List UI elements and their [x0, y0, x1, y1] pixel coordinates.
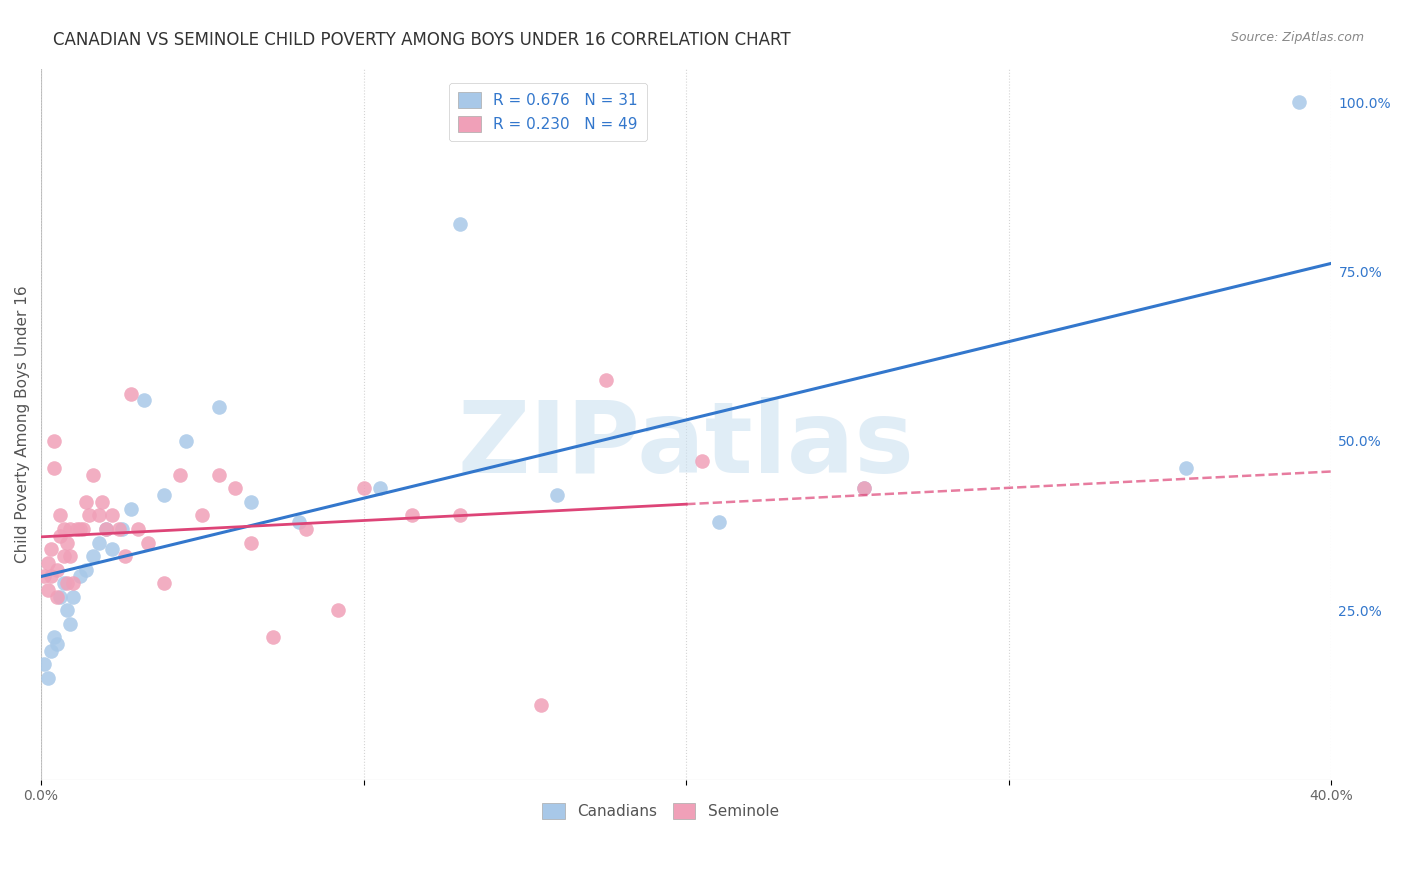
Point	[42, 461, 65, 475]
Point	[449, 217, 471, 231]
Point	[56, 535, 79, 549]
Point	[72, 522, 94, 536]
Point	[111, 522, 134, 536]
Point	[39, 644, 62, 658]
Point	[294, 522, 316, 536]
Point	[595, 373, 617, 387]
Text: CANADIAN VS SEMINOLE CHILD POVERTY AMONG BOYS UNDER 16 CORRELATION CHART: CANADIAN VS SEMINOLE CHILD POVERTY AMONG…	[53, 31, 792, 49]
Point	[52, 576, 75, 591]
Y-axis label: Child Poverty Among Boys Under 16: Child Poverty Among Boys Under 16	[15, 285, 30, 563]
Point	[42, 631, 65, 645]
Point	[1288, 95, 1310, 110]
Point	[39, 569, 62, 583]
Point	[37, 671, 59, 685]
Point	[353, 482, 375, 496]
Text: Source: ZipAtlas.com: Source: ZipAtlas.com	[1230, 31, 1364, 45]
Point	[49, 590, 72, 604]
Point	[59, 616, 82, 631]
Point	[262, 631, 284, 645]
Point	[101, 508, 124, 523]
Point	[94, 522, 117, 536]
Point	[75, 495, 97, 509]
Point	[69, 569, 91, 583]
Point	[79, 508, 101, 523]
Point	[56, 603, 79, 617]
Point	[89, 508, 111, 523]
Point	[34, 569, 56, 583]
Point	[224, 482, 246, 496]
Point	[42, 434, 65, 448]
Point	[75, 563, 97, 577]
Point	[82, 467, 104, 482]
Point	[127, 522, 149, 536]
Point	[56, 576, 79, 591]
Point	[59, 522, 82, 536]
Point	[65, 522, 87, 536]
Point	[207, 400, 229, 414]
Legend: Canadians, Seminole: Canadians, Seminole	[536, 797, 785, 825]
Point	[1175, 461, 1198, 475]
Point	[59, 549, 82, 563]
Point	[530, 698, 553, 712]
Point	[134, 393, 156, 408]
Point	[326, 603, 349, 617]
Point	[449, 508, 471, 523]
Point	[62, 576, 84, 591]
Point	[401, 508, 423, 523]
Point	[692, 454, 714, 468]
Point	[49, 508, 72, 523]
Text: ZIPatlas: ZIPatlas	[458, 397, 915, 494]
Point	[174, 434, 197, 448]
Point	[37, 582, 59, 597]
Point	[34, 657, 56, 672]
Point	[52, 522, 75, 536]
Point	[49, 529, 72, 543]
Point	[101, 542, 124, 557]
Point	[94, 522, 117, 536]
Point	[46, 637, 69, 651]
Point	[707, 515, 730, 529]
Point	[136, 535, 159, 549]
Point	[169, 467, 191, 482]
Point	[46, 563, 69, 577]
Point	[69, 522, 91, 536]
Point	[39, 542, 62, 557]
Point	[239, 495, 262, 509]
Point	[152, 488, 174, 502]
Point	[852, 482, 875, 496]
Point	[546, 488, 568, 502]
Point	[852, 482, 875, 496]
Point	[52, 549, 75, 563]
Point	[107, 522, 129, 536]
Point	[89, 535, 111, 549]
Point	[239, 535, 262, 549]
Point	[120, 501, 142, 516]
Point	[288, 515, 311, 529]
Point	[62, 590, 84, 604]
Point	[120, 386, 142, 401]
Point	[37, 556, 59, 570]
Point	[207, 467, 229, 482]
Point	[91, 495, 114, 509]
Point	[46, 590, 69, 604]
Point	[191, 508, 214, 523]
Point	[82, 549, 104, 563]
Point	[114, 549, 136, 563]
Point	[152, 576, 174, 591]
Point	[368, 482, 391, 496]
